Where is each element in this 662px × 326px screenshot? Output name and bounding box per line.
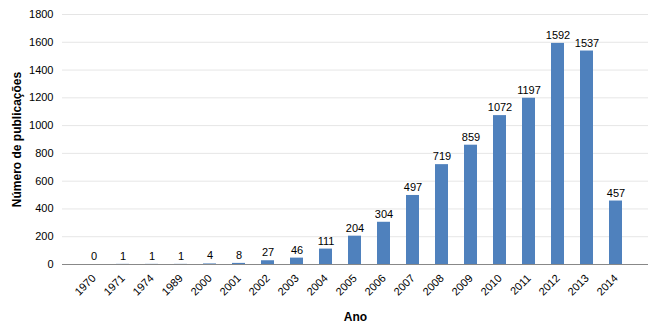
svg-text:8: 8 (236, 249, 242, 261)
svg-text:1537: 1537 (575, 37, 599, 49)
svg-text:1400: 1400 (29, 64, 53, 76)
svg-text:2014: 2014 (594, 272, 620, 298)
svg-text:400: 400 (35, 202, 53, 214)
svg-text:304: 304 (375, 208, 393, 220)
svg-text:2004: 2004 (304, 272, 330, 298)
svg-text:204: 204 (346, 222, 364, 234)
svg-text:2012: 2012 (536, 272, 562, 298)
svg-text:1: 1 (120, 250, 126, 262)
svg-text:1970: 1970 (72, 272, 98, 298)
svg-text:Número de publicações: Número de publicações (10, 71, 24, 207)
svg-text:0: 0 (47, 258, 53, 270)
svg-text:46: 46 (291, 244, 303, 256)
svg-text:1971: 1971 (101, 272, 127, 298)
svg-text:1072: 1072 (488, 101, 512, 113)
svg-text:457: 457 (607, 187, 625, 199)
svg-text:1: 1 (149, 250, 155, 262)
svg-text:497: 497 (404, 181, 422, 193)
svg-text:2002: 2002 (246, 272, 272, 298)
svg-text:111: 111 (318, 235, 335, 247)
svg-text:4: 4 (207, 249, 213, 261)
svg-text:200: 200 (35, 230, 53, 242)
svg-text:2013: 2013 (565, 272, 591, 298)
svg-text:2001: 2001 (217, 272, 243, 298)
svg-text:1989: 1989 (159, 272, 185, 298)
svg-text:2011: 2011 (508, 272, 533, 297)
svg-text:Ano: Ano (344, 310, 367, 324)
svg-text:2005: 2005 (333, 272, 359, 298)
svg-text:2006: 2006 (362, 272, 388, 298)
svg-text:800: 800 (35, 147, 53, 159)
svg-text:600: 600 (35, 175, 53, 187)
svg-text:0: 0 (91, 250, 97, 262)
svg-text:1: 1 (178, 250, 184, 262)
svg-text:719: 719 (433, 150, 451, 162)
svg-text:1197: 1197 (517, 84, 541, 96)
svg-text:1000: 1000 (29, 119, 53, 131)
svg-text:2003: 2003 (275, 272, 301, 298)
svg-text:2009: 2009 (449, 272, 475, 298)
svg-text:859: 859 (462, 131, 480, 143)
svg-text:1974: 1974 (130, 272, 156, 298)
svg-text:1600: 1600 (29, 36, 53, 48)
svg-text:2007: 2007 (391, 272, 417, 298)
svg-text:2000: 2000 (188, 272, 214, 298)
svg-text:1800: 1800 (29, 8, 53, 20)
svg-text:2008: 2008 (420, 272, 446, 298)
svg-text:27: 27 (262, 246, 274, 258)
svg-text:1200: 1200 (29, 91, 53, 103)
svg-text:1592: 1592 (546, 29, 570, 41)
svg-text:2010: 2010 (478, 272, 504, 298)
